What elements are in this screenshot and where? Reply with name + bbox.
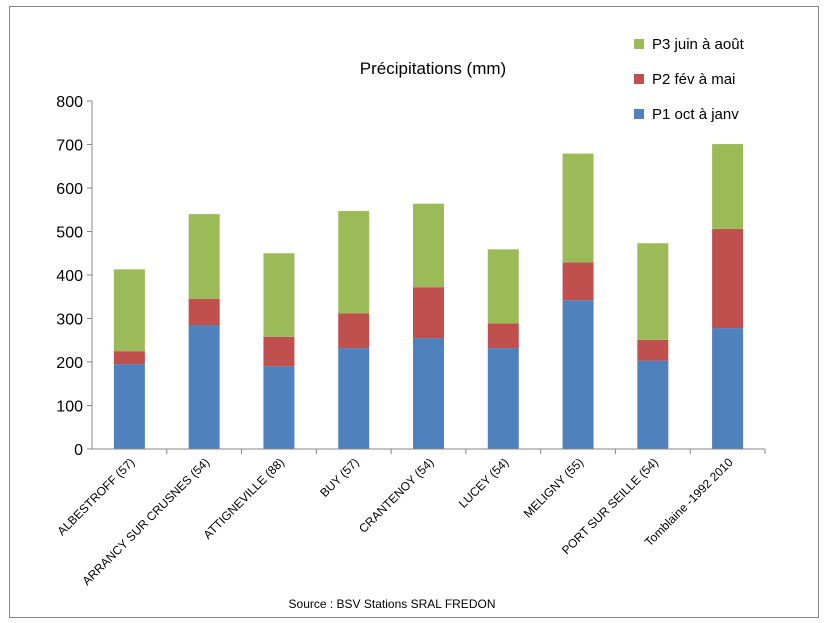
chart-title: Précipitations (mm)	[360, 59, 506, 78]
bar-segment	[263, 336, 295, 367]
y-tick-label: 700	[56, 138, 83, 155]
bar-segment	[562, 262, 594, 301]
bar-segment	[637, 243, 669, 340]
bar-segment	[413, 287, 444, 339]
legend-swatch	[634, 109, 644, 119]
y-tick-label: 500	[56, 225, 83, 242]
bar-segment	[712, 228, 744, 329]
y-tick-label: 400	[56, 268, 83, 285]
x-category-label: ALBESTROFF (57)	[55, 455, 138, 538]
x-category-label: BUY (57)	[317, 455, 362, 500]
bar-segment	[562, 153, 594, 263]
y-tick-label: 0	[74, 442, 83, 459]
y-tick-label: 100	[56, 399, 83, 416]
legend-label: P1 oct à janv	[652, 106, 739, 123]
bar-segment	[113, 269, 145, 352]
bar-segment	[413, 338, 444, 449]
legend: P3 juin à août P2 fév à mai P1 oct à janv	[634, 36, 745, 123]
x-axis: ALBESTROFF (57)ARRANCY SUR CRUSNES (54)A…	[55, 448, 766, 588]
bar-segment	[413, 203, 444, 288]
y-axis: 0 100 200 300 400 500 600 700 800	[56, 94, 93, 459]
y-tick-label: 200	[56, 355, 83, 372]
x-category-label: CRANTENOY (54)	[356, 455, 436, 535]
legend-swatch	[634, 74, 644, 84]
bar-segment	[188, 214, 220, 299]
x-category-label: ATTIGNEVILLE (88)	[200, 455, 287, 542]
bar-segment	[338, 348, 370, 449]
bar-segment	[712, 328, 744, 449]
bar-segment	[113, 364, 145, 449]
x-category-label: LUCEY (54)	[456, 455, 511, 510]
bar-segment	[263, 366, 295, 449]
bar-segment	[188, 298, 220, 326]
source-note: Source : BSV Stations SRAL FREDON	[289, 597, 496, 611]
bar-segment	[338, 211, 370, 314]
y-tick-label: 300	[56, 312, 83, 329]
y-tick-label: 600	[56, 181, 83, 198]
bar-segment	[562, 300, 594, 449]
legend-label: P3 juin à août	[652, 36, 745, 53]
bar-segment	[637, 339, 669, 361]
bars	[113, 144, 744, 449]
y-tick-label: 800	[56, 94, 83, 111]
x-category-label: ARRANCY SUR CRUSNES (54)	[79, 455, 212, 588]
bar-segment	[487, 249, 519, 324]
legend-label: P2 fév à mai	[652, 71, 735, 88]
bar-segment	[712, 144, 744, 229]
legend-swatch	[634, 39, 644, 49]
bar-segment	[113, 351, 145, 365]
x-category-label: MELIGNY (55)	[521, 455, 586, 520]
bar-segment	[263, 253, 295, 337]
bar-segment	[338, 313, 370, 349]
bar-segment	[487, 348, 519, 449]
bar-segment	[487, 323, 519, 349]
bar-segment	[637, 360, 669, 449]
bar-segment	[188, 325, 220, 449]
